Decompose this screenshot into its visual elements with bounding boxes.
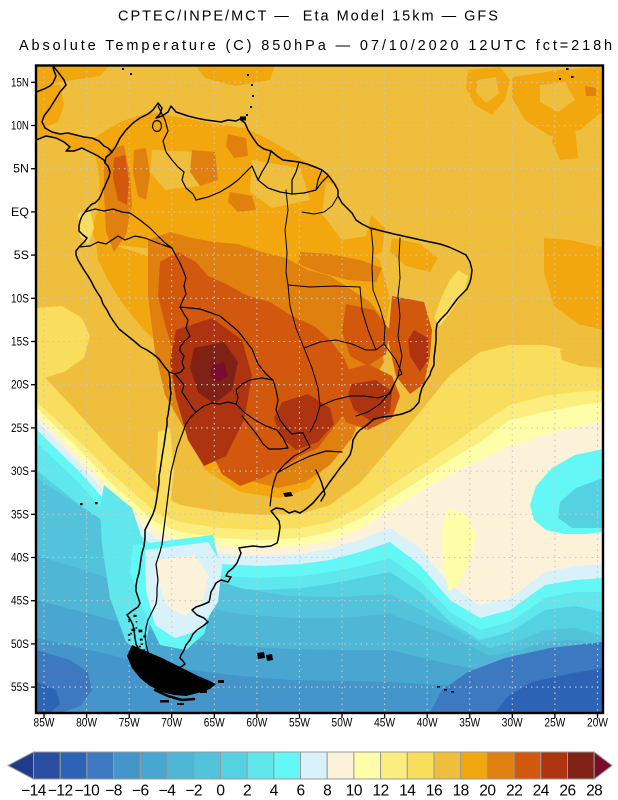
svg-text:80W: 80W xyxy=(76,716,97,730)
svg-text:30S: 30S xyxy=(11,464,29,478)
svg-text:−14: −14 xyxy=(21,783,47,800)
svg-text:16: 16 xyxy=(426,783,442,800)
svg-text:25W: 25W xyxy=(544,716,565,730)
svg-text:55S: 55S xyxy=(11,680,29,694)
svg-text:26: 26 xyxy=(559,783,575,800)
svg-text:5N: 5N xyxy=(13,162,29,176)
svg-text:10S: 10S xyxy=(11,291,29,305)
svg-text:−8: −8 xyxy=(105,783,122,800)
svg-text:40S: 40S xyxy=(11,551,29,565)
svg-text:25S: 25S xyxy=(11,421,29,435)
svg-text:55W: 55W xyxy=(289,716,310,730)
svg-text:8: 8 xyxy=(323,783,331,800)
svg-text:5S: 5S xyxy=(14,248,29,262)
svg-text:30W: 30W xyxy=(502,716,523,730)
svg-text:10N: 10N xyxy=(11,119,29,133)
svg-text:20W: 20W xyxy=(587,716,608,730)
svg-text:−4: −4 xyxy=(159,783,177,800)
svg-text:EQ: EQ xyxy=(11,205,29,219)
svg-text:CPTEC/INPE/MCT — Eta Model 15: CPTEC/INPE/MCT — Eta Model 15km — GFS xyxy=(118,9,500,25)
svg-text:60W: 60W xyxy=(246,716,267,730)
svg-text:70W: 70W xyxy=(161,716,182,730)
svg-text:12: 12 xyxy=(372,783,388,800)
svg-text:−2: −2 xyxy=(185,783,202,800)
svg-text:50W: 50W xyxy=(332,716,353,730)
svg-text:24: 24 xyxy=(533,783,550,800)
svg-text:35W: 35W xyxy=(459,716,480,730)
svg-text:45S: 45S xyxy=(11,594,29,608)
svg-text:−10: −10 xyxy=(75,783,101,800)
svg-text:15S: 15S xyxy=(11,335,29,349)
svg-text:15N: 15N xyxy=(11,75,29,89)
svg-text:50S: 50S xyxy=(11,637,29,651)
svg-text:28: 28 xyxy=(586,783,602,800)
svg-text:65W: 65W xyxy=(204,716,225,730)
svg-text:22: 22 xyxy=(506,783,522,800)
svg-text:Absolute Temperature (C) 850hP: Absolute Temperature (C) 850hPa — 07/10/… xyxy=(19,38,615,54)
svg-text:45W: 45W xyxy=(374,716,395,730)
svg-text:4: 4 xyxy=(270,783,279,800)
svg-text:6: 6 xyxy=(296,783,304,800)
svg-text:0: 0 xyxy=(216,783,225,800)
svg-text:20: 20 xyxy=(479,783,496,800)
svg-text:20S: 20S xyxy=(11,378,29,392)
svg-text:85W: 85W xyxy=(34,716,55,730)
svg-text:18: 18 xyxy=(453,783,469,800)
svg-text:−6: −6 xyxy=(132,783,149,800)
svg-text:40W: 40W xyxy=(417,716,438,730)
svg-text:2: 2 xyxy=(243,783,251,800)
svg-text:−12: −12 xyxy=(48,783,73,800)
svg-text:35S: 35S xyxy=(11,507,29,521)
svg-text:75W: 75W xyxy=(119,716,140,730)
svg-text:14: 14 xyxy=(399,783,416,800)
svg-text:10: 10 xyxy=(346,783,363,800)
